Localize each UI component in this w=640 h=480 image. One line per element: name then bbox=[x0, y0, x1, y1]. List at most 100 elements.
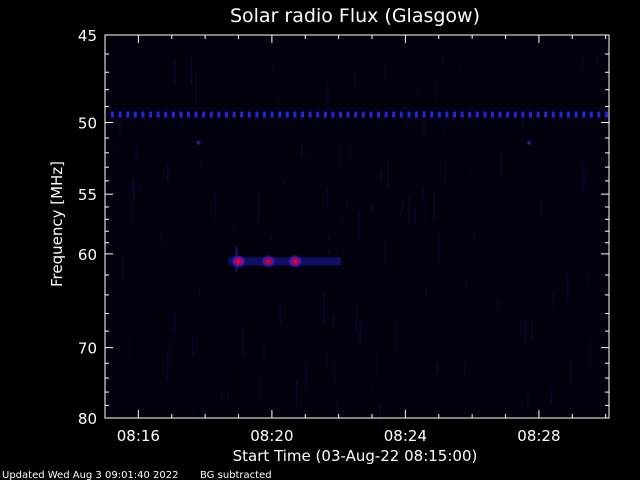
noise-streak bbox=[328, 249, 331, 254]
noise-streak bbox=[305, 155, 308, 160]
noise-streak bbox=[443, 110, 445, 132]
noise-streak bbox=[522, 118, 524, 133]
noise-streak bbox=[297, 86, 299, 107]
y-tick-label: 55 bbox=[78, 186, 97, 204]
noise-streak bbox=[242, 325, 244, 356]
noise-streak bbox=[527, 391, 529, 408]
noise-streak bbox=[166, 353, 169, 382]
interference-dot bbox=[255, 111, 259, 118]
noise-streak bbox=[438, 231, 440, 263]
interference-dot bbox=[339, 111, 342, 118]
noise-streak bbox=[279, 277, 281, 285]
interference-dot bbox=[164, 111, 168, 118]
noise-streak bbox=[359, 322, 361, 345]
noise-streak bbox=[587, 270, 590, 284]
noise-streak bbox=[595, 402, 597, 415]
interference-dot bbox=[544, 111, 548, 118]
noise-streak bbox=[323, 291, 325, 325]
noise-streak bbox=[245, 179, 247, 194]
y-tick-label: 60 bbox=[78, 246, 97, 264]
interference-dot bbox=[179, 111, 183, 118]
noise-streak bbox=[336, 396, 338, 427]
noise-streak bbox=[305, 363, 307, 390]
noise-streak bbox=[459, 60, 461, 69]
interference-dot bbox=[270, 111, 274, 118]
noise-streak bbox=[384, 237, 386, 264]
interference-dot bbox=[369, 111, 373, 118]
noise-streak bbox=[593, 84, 595, 114]
interference-dot bbox=[308, 111, 312, 118]
noise-streak bbox=[155, 129, 157, 158]
noise-streak bbox=[166, 164, 169, 182]
noise-streak bbox=[434, 57, 436, 63]
noise-streak bbox=[130, 200, 133, 225]
interference-dot bbox=[399, 111, 403, 118]
x-tick-label: 08:20 bbox=[250, 427, 293, 445]
noise-streak bbox=[375, 153, 377, 168]
interference-dot bbox=[285, 111, 289, 118]
interference-dot bbox=[475, 111, 479, 118]
interference-dot bbox=[263, 111, 266, 118]
noise-streak bbox=[190, 56, 193, 86]
noise-streak bbox=[591, 370, 593, 382]
interference-dot bbox=[491, 111, 494, 118]
noise-streak bbox=[326, 351, 328, 369]
interference-dot bbox=[536, 111, 540, 118]
noise-streak bbox=[259, 375, 262, 398]
noise-streak bbox=[175, 134, 177, 152]
burst-blob bbox=[260, 254, 277, 269]
interference-dot bbox=[111, 111, 114, 118]
noise-streak bbox=[167, 211, 169, 245]
noise-streak bbox=[332, 360, 334, 378]
noise-streak bbox=[145, 366, 148, 373]
noise-streak bbox=[465, 280, 467, 293]
noise-streak bbox=[191, 68, 193, 75]
noise-streak bbox=[419, 85, 421, 102]
noise-streak bbox=[277, 92, 279, 117]
noise-streak bbox=[375, 348, 378, 378]
interference-dot bbox=[551, 111, 555, 118]
noise-streak bbox=[295, 380, 298, 408]
interference-dot bbox=[453, 111, 456, 118]
interference-dot bbox=[468, 111, 472, 118]
noise-streak bbox=[394, 320, 397, 352]
noise-streak bbox=[342, 244, 345, 269]
interference-dot bbox=[589, 111, 593, 118]
interference-dot bbox=[126, 111, 130, 118]
noise-streak bbox=[326, 188, 329, 209]
noise-streak bbox=[521, 402, 523, 430]
noise-streak bbox=[346, 201, 348, 206]
noise-streak bbox=[508, 200, 510, 208]
interference-dot bbox=[437, 111, 441, 118]
noise-streak bbox=[387, 159, 390, 188]
noise-streak bbox=[436, 109, 438, 134]
noise-streak bbox=[416, 90, 419, 97]
interference-dot bbox=[323, 111, 327, 118]
noise-streak bbox=[469, 167, 471, 173]
noise-streak bbox=[473, 228, 475, 240]
interference-dot bbox=[377, 111, 380, 118]
noise-streak bbox=[327, 81, 329, 115]
y-tick-label: 45 bbox=[78, 27, 97, 45]
noise-streak bbox=[435, 363, 438, 374]
noise-streak bbox=[425, 286, 427, 296]
noise-streak bbox=[181, 114, 183, 127]
noise-streak bbox=[253, 98, 255, 107]
y-tick-label: 80 bbox=[78, 410, 97, 428]
interference-dot bbox=[506, 111, 510, 118]
noise-streak bbox=[113, 141, 116, 150]
burst-band bbox=[228, 257, 342, 266]
noise-streak bbox=[301, 143, 303, 157]
x-tick-label: 08:28 bbox=[517, 427, 560, 445]
noise-streak bbox=[441, 56, 444, 67]
noise-streak bbox=[437, 362, 439, 373]
noise-streak bbox=[371, 387, 373, 395]
noise-streak bbox=[309, 133, 311, 150]
noise-streak bbox=[174, 310, 176, 333]
noise-streak bbox=[135, 145, 137, 165]
interference-dot bbox=[232, 111, 236, 118]
noise-streak bbox=[306, 150, 308, 173]
noise-streak bbox=[321, 302, 323, 330]
interference-dot bbox=[217, 111, 221, 118]
noise-streak bbox=[339, 143, 341, 172]
